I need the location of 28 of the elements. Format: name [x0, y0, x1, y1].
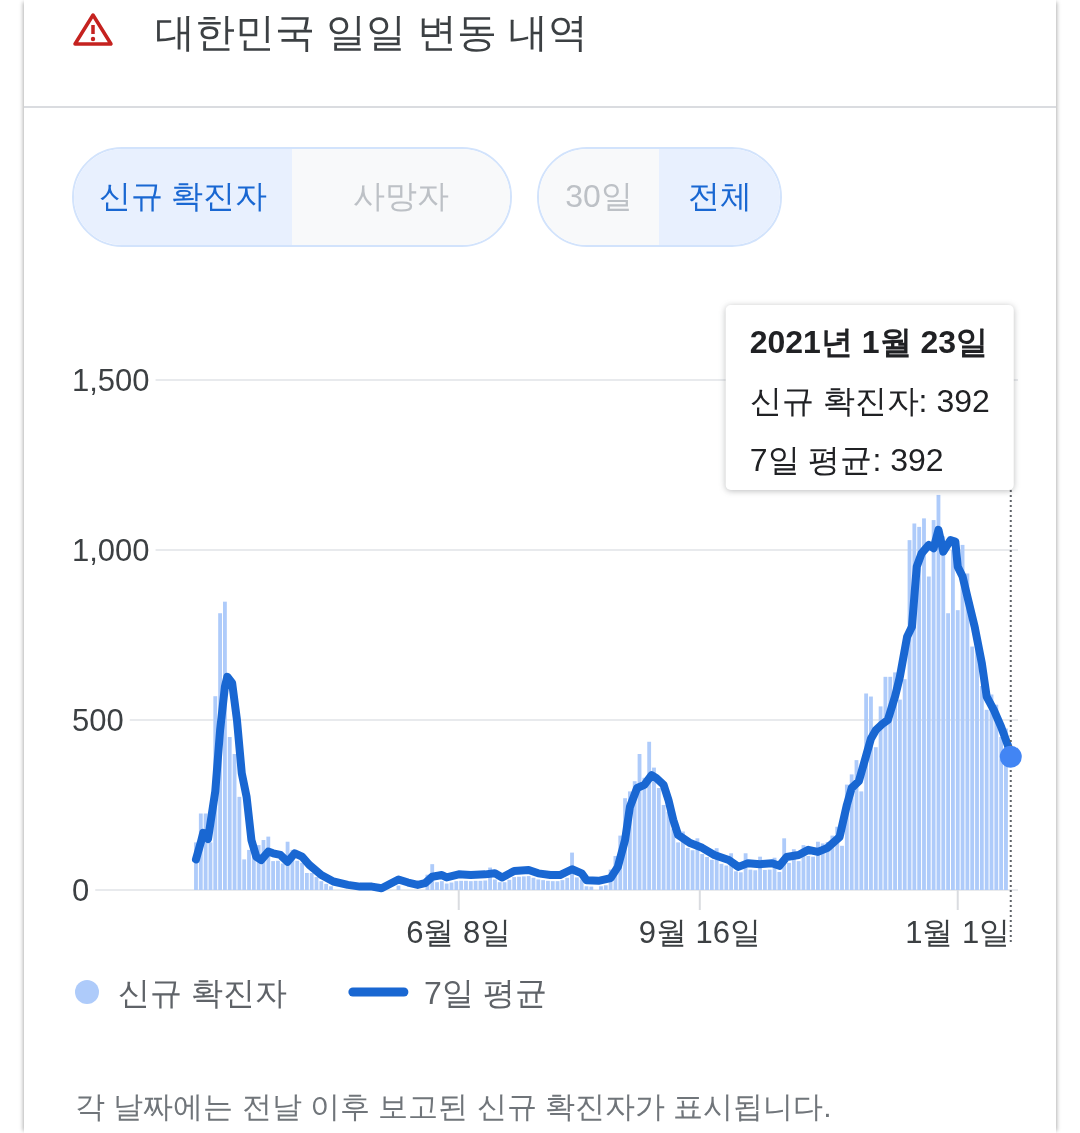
bar: [473, 880, 478, 890]
chart-title: 대한민국 일일 변동 내역: [155, 10, 589, 54]
legend-label: 7일 평균: [423, 975, 547, 1011]
text: 30일: [539, 149, 659, 245]
annotation: 2021년 1월 23일 신규 확진자: 392 7일 평균: 392: [749, 324, 990, 478]
x-tick-label: 6월 8일: [406, 915, 512, 950]
y-tick-label: 1,500: [72, 363, 150, 398]
legend-label: 신규 확진자: [118, 975, 287, 1011]
bar: [444, 883, 449, 890]
bar: [536, 879, 541, 890]
x-tick-label: 9월 16일: [638, 915, 761, 950]
text: 사망자: [292, 149, 510, 245]
bar: [309, 873, 314, 890]
bar: [454, 881, 459, 890]
bar: [526, 876, 531, 890]
bar: [560, 880, 565, 890]
bar: [589, 886, 594, 890]
text: 전체: [659, 149, 780, 245]
y-tick-label: 0: [72, 873, 90, 908]
text: 각 날짜에는 전날 이후 보고된 신규 확진자가 표시됩니다.: [75, 1090, 832, 1123]
bar: [507, 879, 512, 890]
y-tick-label: 500: [72, 703, 124, 738]
y-tick-label: 1,000: [72, 533, 150, 568]
x-tick-label: 1월 1일: [905, 915, 1011, 950]
text: 신규 확진자: [74, 149, 292, 245]
bar: [550, 881, 555, 890]
bar: [497, 882, 502, 890]
bar: [319, 881, 324, 890]
